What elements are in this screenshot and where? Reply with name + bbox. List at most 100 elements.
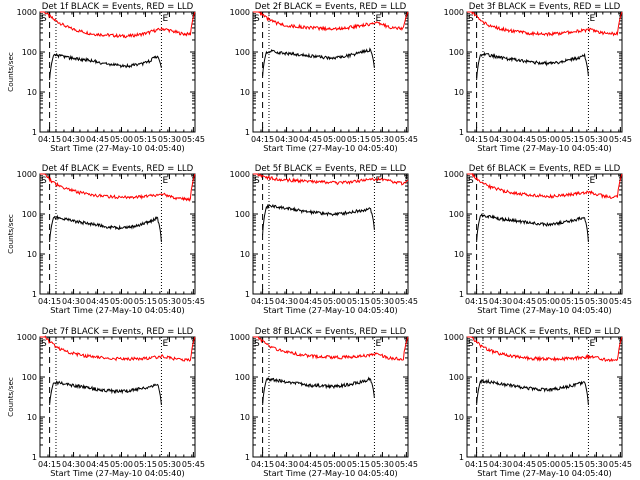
y-tick-label: 1000	[230, 333, 250, 342]
y-tick-label: 1000	[444, 170, 464, 179]
y-tick-label: 1	[459, 128, 464, 137]
x-axis-label: Start Time (27-May-10 04:05:40)	[477, 143, 612, 153]
end-marker-label: E	[162, 176, 168, 186]
y-tick-label: 1000	[17, 170, 37, 179]
x-tick-label: 04:15	[251, 460, 274, 469]
events-series-line	[476, 378, 589, 406]
x-tick-label: 05:30	[371, 297, 394, 306]
y-tick-label: 1000	[17, 8, 37, 17]
panel-title: Det 6f BLACK = Events, RED = LLD	[469, 164, 621, 174]
x-tick-label: 05:30	[585, 460, 608, 469]
x-tick-label: 04:15	[465, 297, 488, 306]
lld-series-line	[467, 336, 623, 363]
x-axis-label: Start Time (27-May-10 04:05:40)	[263, 305, 398, 315]
end-marker-label: E	[162, 14, 168, 24]
events-series-line	[476, 51, 589, 81]
y-axis-label: Counts/sec	[6, 52, 15, 92]
x-tick-label: 04:15	[465, 460, 488, 469]
y-tick-label: 1000	[444, 333, 464, 342]
y-tick-label: 100	[449, 210, 464, 219]
x-tick-label: 04:30	[275, 135, 298, 144]
x-tick-label: 05:45	[609, 297, 632, 306]
x-tick-label: 04:30	[489, 297, 512, 306]
y-tick-label: 1	[32, 453, 37, 462]
y-tick-label: 1	[32, 128, 37, 137]
x-tick-label: 05:45	[609, 135, 632, 144]
x-tick-label: 05:15	[561, 135, 584, 144]
end-marker-label: E	[589, 14, 595, 24]
y-tick-label: 10	[454, 88, 464, 97]
detector-panel-3: Det 3f BLACK = Events, RED = LLD 1 10 100 10…	[444, 2, 632, 153]
plot-frame	[39, 11, 196, 133]
x-tick-label: 05:00	[110, 460, 133, 469]
x-axis-label: Start Time (27-May-10 04:05:40)	[263, 468, 398, 478]
lld-series-line	[467, 173, 623, 199]
x-tick-label: 05:45	[182, 297, 205, 306]
x-tick-label: 04:45	[86, 297, 109, 306]
y-tick-label: 10	[27, 88, 37, 97]
y-tick-label: 1	[245, 290, 250, 299]
x-tick-label: 04:15	[251, 135, 274, 144]
x-tick-label: 05:15	[347, 297, 370, 306]
x-tick-label: 04:45	[299, 297, 322, 306]
events-series-line	[476, 213, 589, 243]
x-tick-label: 04:45	[86, 135, 109, 144]
y-tick-label: 1	[245, 128, 250, 137]
events-series-line	[262, 376, 375, 406]
x-tick-label: 05:30	[371, 460, 394, 469]
detector-panel-2: Det 2f BLACK = Events, RED = LLD 1 10 100 10…	[230, 2, 418, 153]
y-axis-label: Counts/sec	[6, 214, 15, 254]
detector-panel-9: Det 9f BLACK = Events, RED = LLD 1 10 100 10…	[444, 327, 632, 478]
panel-title: Det 3f BLACK = Events, RED = LLD	[469, 2, 621, 12]
y-tick-label: 100	[449, 48, 464, 57]
plot-frame	[39, 173, 196, 295]
x-tick-label: 05:45	[182, 135, 205, 144]
x-tick-label: 04:15	[465, 135, 488, 144]
y-tick-label: 100	[449, 373, 464, 382]
y-tick-label: 1	[459, 290, 464, 299]
events-series-line	[262, 47, 375, 77]
plot-frame	[466, 173, 623, 295]
y-tick-label: 10	[240, 250, 250, 259]
panel-title: Det 1f BLACK = Events, RED = LLD	[42, 2, 194, 12]
start-marker-label: S	[254, 14, 260, 24]
x-tick-label: 05:00	[323, 297, 346, 306]
plot-frame	[466, 336, 623, 458]
panel-title: Det 4f BLACK = Events, RED = LLD	[42, 164, 194, 174]
x-tick-label: 05:15	[561, 297, 584, 306]
end-marker-label: E	[375, 14, 381, 24]
x-tick-label: 05:45	[609, 460, 632, 469]
end-marker-label: E	[375, 176, 381, 186]
x-tick-label: 05:30	[158, 135, 181, 144]
events-series-line	[49, 214, 162, 243]
x-tick-label: 04:15	[38, 297, 61, 306]
start-marker-label: S	[41, 339, 47, 349]
y-tick-label: 1000	[17, 333, 37, 342]
end-marker-label: E	[375, 339, 381, 349]
x-tick-label: 05:00	[323, 135, 346, 144]
detector-panel-1: Det 1f BLACK = Events, RED = LLD 1 10 100 10…	[6, 2, 205, 153]
x-tick-label: 04:30	[275, 460, 298, 469]
x-axis-label: Start Time (27-May-10 04:05:40)	[50, 468, 185, 478]
x-tick-label: 05:30	[371, 135, 394, 144]
end-marker-label: E	[589, 339, 595, 349]
y-tick-label: 1000	[444, 8, 464, 17]
y-tick-label: 1	[459, 453, 464, 462]
start-marker-label: S	[254, 339, 260, 349]
x-tick-label: 04:30	[489, 135, 512, 144]
plot-frame	[252, 11, 409, 133]
detector-panel-5: Det 5f BLACK = Events, RED = LLD 1 10 100 10…	[230, 164, 418, 315]
y-tick-label: 1000	[230, 8, 250, 17]
x-tick-label: 05:15	[134, 460, 157, 469]
x-tick-label: 05:00	[110, 297, 133, 306]
panel-title: Det 7f BLACK = Events, RED = LLD	[42, 327, 194, 337]
x-tick-label: 05:15	[561, 460, 584, 469]
y-tick-label: 100	[235, 48, 250, 57]
x-axis-label: Start Time (27-May-10 04:05:40)	[263, 143, 398, 153]
end-marker-label: E	[589, 176, 595, 186]
y-tick-label: 100	[235, 210, 250, 219]
x-tick-label: 05:15	[134, 135, 157, 144]
y-tick-label: 1	[245, 453, 250, 462]
start-marker-label: S	[468, 14, 474, 24]
